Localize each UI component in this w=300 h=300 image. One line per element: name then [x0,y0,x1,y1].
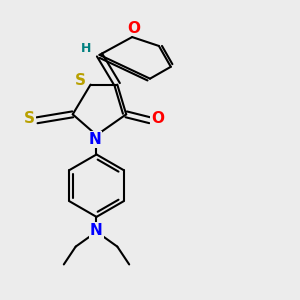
Text: S: S [75,73,86,88]
Text: S: S [24,111,35,126]
Text: H: H [81,42,91,56]
Text: N: N [88,132,101,147]
Text: O: O [127,21,140,36]
Text: O: O [151,111,164,126]
Text: N: N [90,223,103,238]
